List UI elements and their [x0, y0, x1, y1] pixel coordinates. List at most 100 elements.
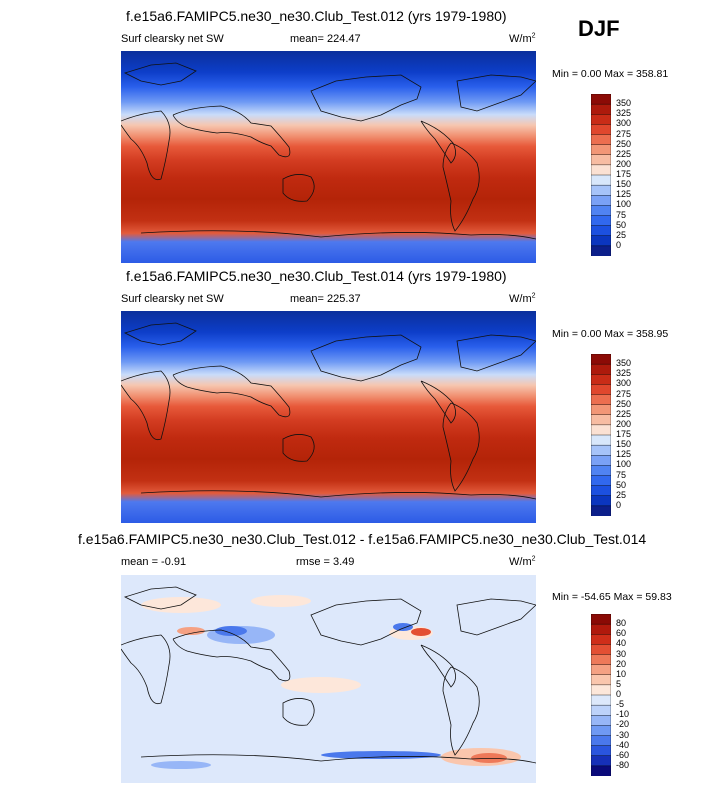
colorbar-2-tick-label: 50	[616, 479, 627, 490]
colorbar-1-tick-label: 325	[616, 108, 632, 119]
colorbar-1-tick-label: 100	[616, 199, 632, 210]
colorbar-1-tick-label: 0	[616, 239, 622, 250]
panel-1-title: f.e15a6.FAMIPC5.ne30_ne30.Club_Test.012 …	[126, 8, 507, 24]
colorbar-2-tick-label: 350	[616, 358, 632, 369]
colorbar-1-tick-label: 300	[616, 118, 632, 129]
colorbar-3-swatch-4	[591, 725, 611, 737]
colorbar-2-swatch-4	[591, 465, 611, 477]
colorbar-2-swatch-7	[591, 434, 611, 446]
colorbar-2-swatch-13	[591, 374, 611, 385]
panel-3-colorbar-labels: 80 60 40 30 20 10 5 0 -5 -10 -20 -30 -40 -60 -80	[616, 614, 656, 776]
panel-3-coastlines	[121, 586, 536, 764]
panel-2-colorbar-labels: 350 325 300 275 250 225 200 175 150 125 100 75 50 25 0	[616, 354, 656, 516]
colorbar-2-tick-label: 250	[616, 398, 632, 409]
panel-3-minmax: Min = -54.65 Max = 59.83	[552, 591, 672, 603]
panel-3-colorbar	[591, 614, 611, 776]
colorbar-3-swatch-2	[591, 745, 611, 757]
colorbar-3-swatch-13	[591, 634, 611, 645]
panel-2-mean: mean= 225.37	[290, 293, 361, 305]
panel-2-map	[121, 311, 536, 523]
panel-1-colorbar	[591, 94, 611, 256]
colorbar-2-swatch-0	[591, 505, 611, 516]
colorbar-1-swatch-12	[591, 124, 611, 136]
colorbar-1-swatch-10	[591, 144, 611, 156]
colorbar-1-swatch-7	[591, 174, 611, 186]
colorbar-2-tick-label: 300	[616, 378, 632, 389]
colorbar-1-tick-label: 50	[616, 219, 627, 230]
colorbar-3-tick-label: 20	[616, 658, 627, 669]
colorbar-2-swatch-3	[591, 475, 611, 487]
colorbar-3-tick-label: -60	[616, 749, 630, 760]
panel-3-rmse: rmse = 3.49	[296, 556, 355, 568]
colorbar-3-tick-label: 30	[616, 648, 627, 659]
colorbar-3-swatch-7	[591, 694, 611, 706]
colorbar-3-tick-label: -20	[616, 719, 630, 730]
panel-1-units: W/m2	[509, 32, 536, 45]
colorbar-2-tick-label: 200	[616, 418, 632, 429]
colorbar-1-tick-label: 125	[616, 189, 632, 200]
colorbar-2-swatch-15	[591, 354, 611, 365]
colorbar-2-swatch-11	[591, 394, 611, 406]
colorbar-3-swatch-5	[591, 715, 611, 726]
colorbar-1-swatch-5	[591, 195, 611, 206]
colorbar-1-swatch-9	[591, 154, 611, 166]
colorbar-1-swatch-13	[591, 114, 611, 125]
colorbar-1-tick-label: 75	[616, 209, 627, 220]
colorbar-2-tick-label: 175	[616, 429, 632, 439]
panel-3-anomalies	[141, 595, 521, 769]
colorbar-3-swatch-15	[591, 614, 611, 625]
colorbar-2-swatch-10	[591, 404, 611, 416]
colorbar-2-swatch-5	[591, 455, 611, 466]
colorbar-1-tick-label: 200	[616, 158, 632, 169]
colorbar-3-swatch-14	[591, 623, 611, 635]
colorbar-2-swatch-1	[591, 495, 611, 507]
colorbar-3-tick-label: -5	[616, 699, 625, 710]
colorbar-2-tick-label: 100	[616, 459, 632, 470]
colorbar-2-tick-label: 225	[616, 408, 632, 419]
panel-1-field: Surf clearsky net SW	[121, 33, 224, 45]
panel-3-mean: mean = -0.91	[121, 556, 187, 568]
colorbar-2-tick-label: 0	[616, 499, 622, 510]
colorbar-2-swatch-8	[591, 424, 611, 436]
colorbar-2-tick-label: 325	[616, 368, 632, 379]
colorbar-3-swatch-11	[591, 654, 611, 666]
panel-1-colorbar-labels: 350 325 300 275 250 225 200 175 150 125 100 75 50 25 0	[616, 94, 656, 256]
colorbar-1-swatch-0	[591, 245, 611, 256]
colorbar-1-tick-label: 225	[616, 148, 632, 159]
colorbar-1-tick-label: 150	[616, 179, 632, 190]
colorbar-1-swatch-14	[591, 103, 611, 115]
panel-2-coastlines	[121, 322, 536, 500]
colorbar-1-tick-label: 175	[616, 169, 632, 179]
panel-1-coastlines	[121, 62, 536, 240]
colorbar-2-tick-label: 75	[616, 469, 627, 480]
colorbar-2-tick-label: 150	[616, 439, 632, 450]
colorbar-3-tick-label: -40	[616, 739, 630, 750]
colorbar-3-tick-label: 0	[616, 689, 622, 699]
colorbar-3-tick-label: 60	[616, 628, 627, 639]
colorbar-3-swatch-3	[591, 735, 611, 747]
colorbar-2-swatch-6	[591, 444, 611, 456]
colorbar-2-swatch-12	[591, 384, 611, 396]
colorbar-3-tick-label: 40	[616, 638, 627, 649]
colorbar-3-tick-label: -30	[616, 729, 630, 740]
colorbar-2-swatch-14	[591, 363, 611, 375]
colorbar-1-tick-label: 350	[616, 98, 632, 109]
colorbar-1-tick-label: 250	[616, 138, 632, 149]
colorbar-3-swatch-12	[591, 644, 611, 656]
panel-2-colorbar	[591, 354, 611, 516]
colorbar-3-tick-label: 80	[616, 618, 627, 629]
panel-1-map	[121, 51, 536, 263]
colorbar-3-swatch-8	[591, 684, 611, 696]
colorbar-1-tick-label: 25	[616, 229, 627, 240]
colorbar-3-swatch-6	[591, 704, 611, 716]
colorbar-3-tick-label: -10	[616, 709, 630, 720]
panel-2-minmax: Min = 0.00 Max = 358.95	[552, 328, 669, 340]
panel-1-minmax: Min = 0.00 Max = 358.81	[552, 68, 669, 80]
colorbar-3-swatch-10	[591, 664, 611, 676]
colorbar-2-swatch-9	[591, 414, 611, 426]
season-label: DJF	[578, 16, 620, 41]
colorbar-1-swatch-3	[591, 215, 611, 227]
colorbar-3-swatch-0	[591, 765, 611, 776]
colorbar-3-swatch-1	[591, 755, 611, 767]
colorbar-1-swatch-2	[591, 225, 611, 237]
